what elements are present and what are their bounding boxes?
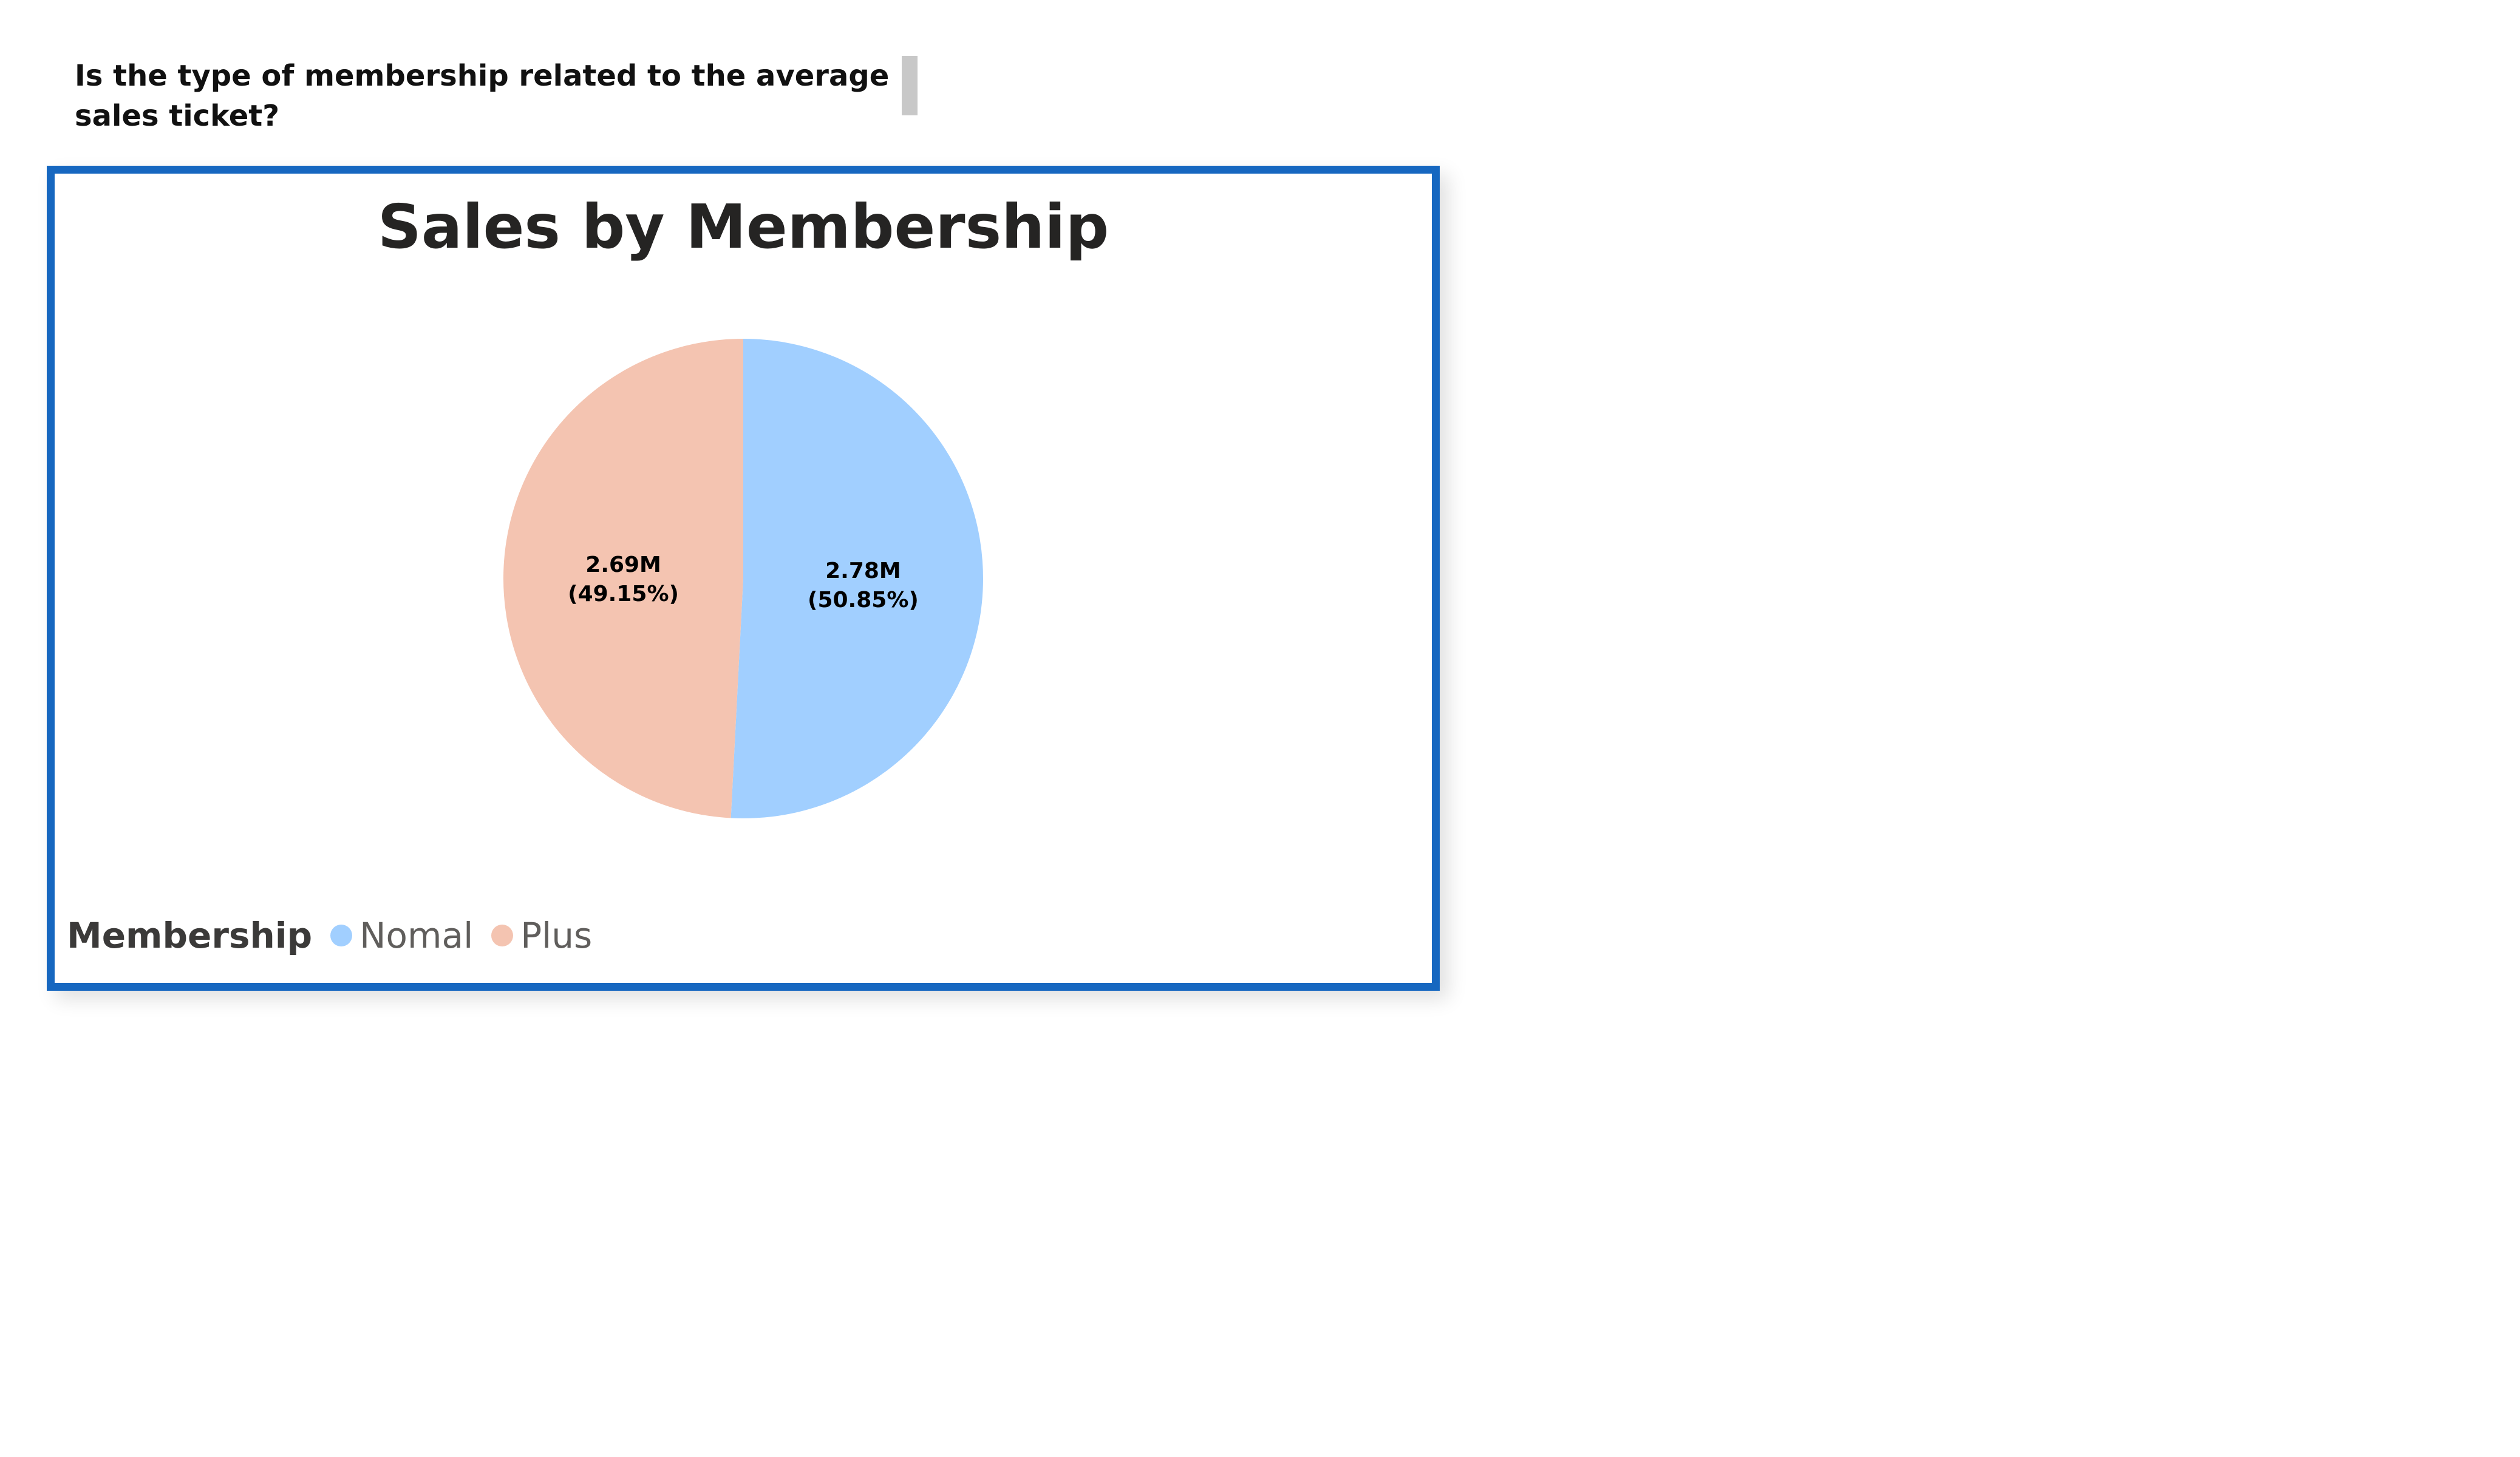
- chart-title: Sales by Membership: [377, 191, 1109, 262]
- data-label-plus: 2.69M (49.15%): [568, 552, 679, 606]
- data-label-nomal: 2.78M (50.85%): [808, 559, 919, 613]
- legend-label-nomal: Nomal: [359, 915, 474, 956]
- legend-label-plus: Plus: [520, 915, 593, 956]
- pie-slice-plus[interactable]: [503, 339, 743, 818]
- legend-item-plus[interactable]: Plus: [491, 915, 592, 956]
- question-text: Is the type of membership related to the…: [75, 59, 890, 133]
- legend: Membership Nomal Plus: [67, 908, 610, 963]
- pie-slice-nomal[interactable]: [730, 339, 984, 819]
- question-scrollbar[interactable]: [902, 56, 918, 115]
- data-label-percent-nomal: (50.85%): [808, 588, 919, 613]
- legend-marker-nomal: [330, 925, 353, 946]
- data-label-value-plus: 2.69M: [585, 552, 661, 577]
- legend-marker-plus: [491, 925, 514, 946]
- legend-title: Membership: [67, 915, 313, 956]
- legend-item-nomal[interactable]: Nomal: [330, 915, 473, 956]
- data-label-percent-plus: (49.15%): [568, 582, 679, 606]
- data-label-value-nomal: 2.78M: [825, 559, 901, 583]
- pie-chart: 2.78M (50.85%) 2.69M (49.15%): [503, 339, 984, 819]
- pie-chart-visual[interactable]: Sales by Membership 2.78M (50.85%) 2.69M (4…: [47, 166, 1440, 991]
